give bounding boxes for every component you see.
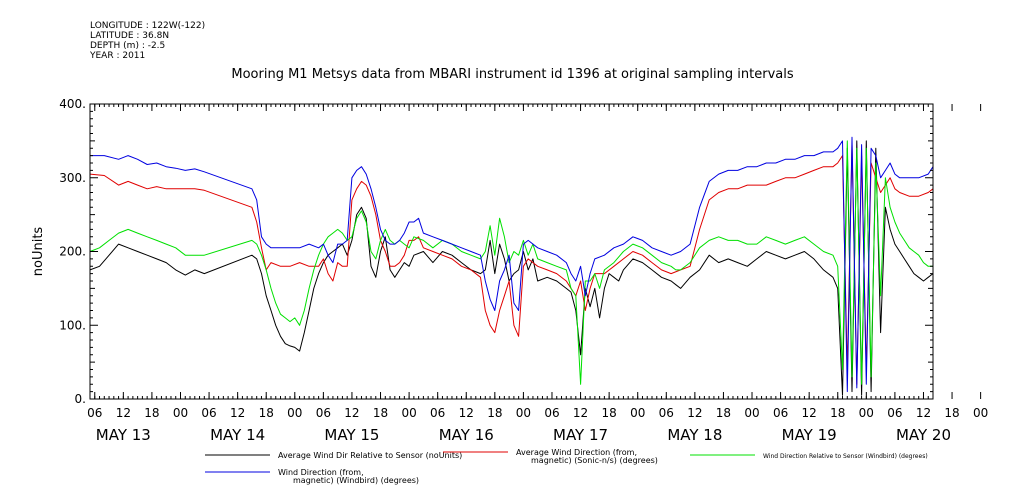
series-line: [89, 144, 934, 385]
x-hour-tick-label: 00: [630, 406, 645, 420]
x-hour-tick-label: 00: [287, 406, 302, 420]
x-hour-tick-label: 18: [259, 406, 274, 420]
y-tick-label: 300.: [59, 171, 86, 185]
series-line: [89, 140, 934, 396]
latitude-label: LATITUDE : 36.8N: [90, 31, 170, 41]
legend-label: Average Wind Dir Relative to Sensor (noU…: [278, 451, 462, 460]
axes: 06 12 18 00 06 12 18 00 06 12 18 00 06 12 18 00 06 12 18 00…: [59, 97, 988, 444]
x-hour-tick-label: 18: [830, 406, 845, 420]
x-hour-tick-label: 06: [773, 406, 788, 420]
x-hour-tick-label: 12: [230, 406, 245, 420]
x-day-label: MAY 20: [896, 426, 951, 444]
depth-label: DEPTH (m) : -2.5: [90, 41, 166, 51]
longitude-label: LONGITUDE : 122W(-122): [90, 21, 206, 31]
x-hour-tick-label: 06: [544, 406, 559, 420]
x-day-label: MAY 17: [553, 426, 608, 444]
legend-label: Average Wind Direction (from,: [516, 448, 637, 457]
x-hour-tick-label: 12: [573, 406, 588, 420]
x-hour-tick-label: 06: [316, 406, 331, 420]
x-hour-tick-label: 12: [344, 406, 359, 420]
x-day-label: MAY 14: [210, 426, 265, 444]
x-hour-tick-label: 12: [459, 406, 474, 420]
x-day-label: MAY 18: [667, 426, 722, 444]
x-hour-tick-label: 12: [802, 406, 817, 420]
x-hour-tick-label: 06: [87, 406, 102, 420]
series-line: [90, 136, 934, 393]
x-day-label: MAY 16: [439, 426, 494, 444]
y-tick-label: 100.: [59, 318, 86, 332]
x-hour-tick-label: 00: [173, 406, 188, 420]
x-day-label: MAY 15: [324, 426, 379, 444]
x-hour-tick-label: 18: [487, 406, 502, 420]
x-hour-tick-label: 18: [944, 406, 959, 420]
chart-title: Mooring M1 Metsys data from MBARI instru…: [231, 67, 794, 82]
x-hour-tick-label: 06: [887, 406, 902, 420]
x-hour-tick-label: 18: [144, 406, 159, 420]
legend-label: magnetic) (Windbird) (degrees): [293, 476, 419, 485]
plot-lines: [89, 136, 934, 396]
x-hour-tick-label: 12: [916, 406, 931, 420]
x-hour-tick-label: 00: [744, 406, 759, 420]
x-hour-tick-label: 18: [601, 406, 616, 420]
legend-label: magnetic) (Sonic-n/s) (degrees): [531, 456, 658, 465]
x-hour-tick-label: 12: [687, 406, 702, 420]
x-hour-tick-label: 00: [973, 406, 988, 420]
year-label: YEAR : 2011: [90, 51, 146, 61]
x-hour-tick-label: 18: [716, 406, 731, 420]
x-hour-tick-label: 00: [516, 406, 531, 420]
x-hour-tick-label: 12: [116, 406, 131, 420]
y-tick-label: 400.: [59, 97, 86, 111]
x-hour-tick-label: 00: [401, 406, 416, 420]
legend-label: Wind Direction (from,: [278, 468, 364, 477]
x-day-label: MAY 13: [96, 426, 151, 444]
x-hour-tick-label: 06: [430, 406, 445, 420]
legend-label: Wind Direction Relative to Sensor (Windb…: [763, 453, 928, 460]
y-axis-label: noUnits: [31, 227, 46, 277]
x-hour-tick-label: 06: [659, 406, 674, 420]
y-tick-label: 200.: [59, 245, 86, 259]
y-tick-label: 0.: [75, 392, 86, 406]
x-day-label: MAY 19: [782, 426, 837, 444]
x-hour-tick-label: 18: [373, 406, 388, 420]
series-line: [89, 140, 933, 385]
x-hour-tick-label: 06: [201, 406, 216, 420]
metadata-block: LONGITUDE : 122W(-122) LATITUDE : 36.8N …: [90, 21, 205, 61]
legend: Average Wind Dir Relative to Sensor (noU…: [205, 448, 928, 485]
x-hour-tick-label: 00: [859, 406, 874, 420]
